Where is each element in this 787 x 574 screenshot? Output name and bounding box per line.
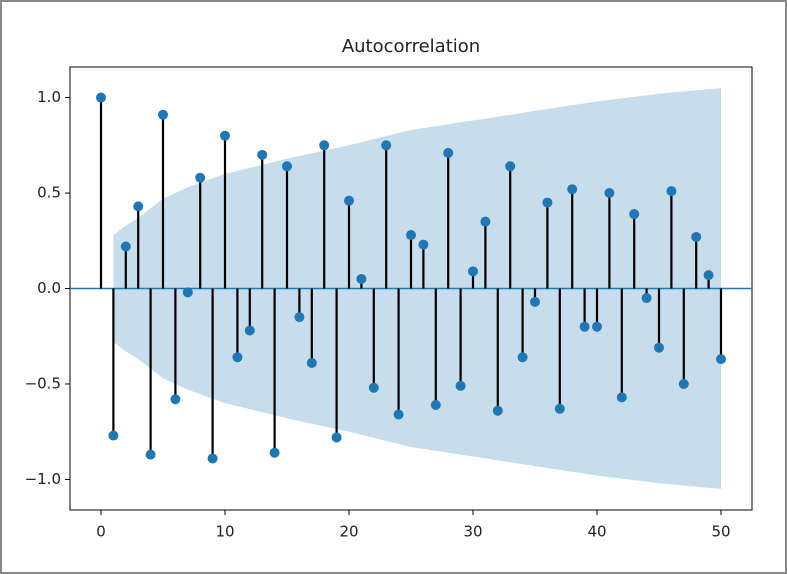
y-tick-label: −1.0 bbox=[25, 470, 61, 488]
marker bbox=[468, 266, 478, 277]
marker bbox=[145, 449, 156, 460]
marker bbox=[716, 354, 726, 365]
marker bbox=[641, 293, 652, 304]
marker bbox=[381, 140, 392, 151]
y-tick-label: 1.0 bbox=[37, 88, 61, 106]
marker bbox=[455, 380, 466, 391]
marker bbox=[554, 403, 565, 414]
x-tick-label: 40 bbox=[587, 523, 606, 541]
marker bbox=[592, 321, 602, 332]
marker bbox=[678, 378, 689, 389]
marker bbox=[158, 109, 168, 120]
x-tick-label: 0 bbox=[96, 523, 106, 541]
marker bbox=[629, 209, 640, 220]
marker bbox=[616, 392, 627, 403]
marker bbox=[306, 357, 317, 368]
y-tick-label: −0.5 bbox=[25, 374, 61, 392]
chart-title: Autocorrelation bbox=[342, 36, 480, 57]
y-tick-label: 0.0 bbox=[37, 279, 61, 297]
marker bbox=[331, 432, 342, 443]
x-tick-label: 10 bbox=[215, 523, 234, 541]
marker bbox=[232, 352, 243, 363]
marker bbox=[517, 352, 528, 363]
marker bbox=[703, 270, 714, 281]
marker bbox=[344, 195, 354, 206]
marker bbox=[418, 239, 429, 250]
marker bbox=[207, 453, 218, 464]
marker bbox=[319, 140, 330, 151]
marker bbox=[430, 399, 441, 410]
marker bbox=[393, 409, 404, 420]
marker bbox=[505, 161, 516, 172]
marker bbox=[480, 216, 491, 227]
x-tick-label: 50 bbox=[711, 523, 730, 541]
y-tick-label: 0.5 bbox=[37, 184, 61, 202]
marker bbox=[492, 405, 503, 416]
x-tick-label: 30 bbox=[463, 523, 482, 541]
marker bbox=[108, 430, 119, 441]
marker bbox=[542, 197, 553, 208]
marker bbox=[120, 241, 131, 252]
marker bbox=[133, 201, 144, 212]
marker bbox=[96, 92, 106, 103]
marker bbox=[170, 394, 181, 405]
marker bbox=[579, 321, 590, 332]
marker bbox=[269, 447, 280, 458]
marker bbox=[294, 312, 305, 323]
marker bbox=[654, 342, 664, 353]
marker bbox=[567, 184, 578, 195]
marker bbox=[691, 231, 702, 242]
marker bbox=[195, 172, 206, 183]
x-tick-label: 20 bbox=[339, 523, 358, 541]
marker bbox=[666, 186, 677, 197]
marker bbox=[443, 147, 454, 158]
marker bbox=[182, 287, 193, 298]
marker bbox=[282, 161, 292, 172]
marker bbox=[220, 130, 230, 141]
marker bbox=[356, 273, 367, 284]
marker bbox=[244, 325, 255, 336]
marker bbox=[406, 230, 416, 241]
marker bbox=[257, 149, 268, 160]
marker bbox=[368, 382, 379, 393]
marker bbox=[604, 188, 615, 199]
marker bbox=[530, 296, 540, 307]
